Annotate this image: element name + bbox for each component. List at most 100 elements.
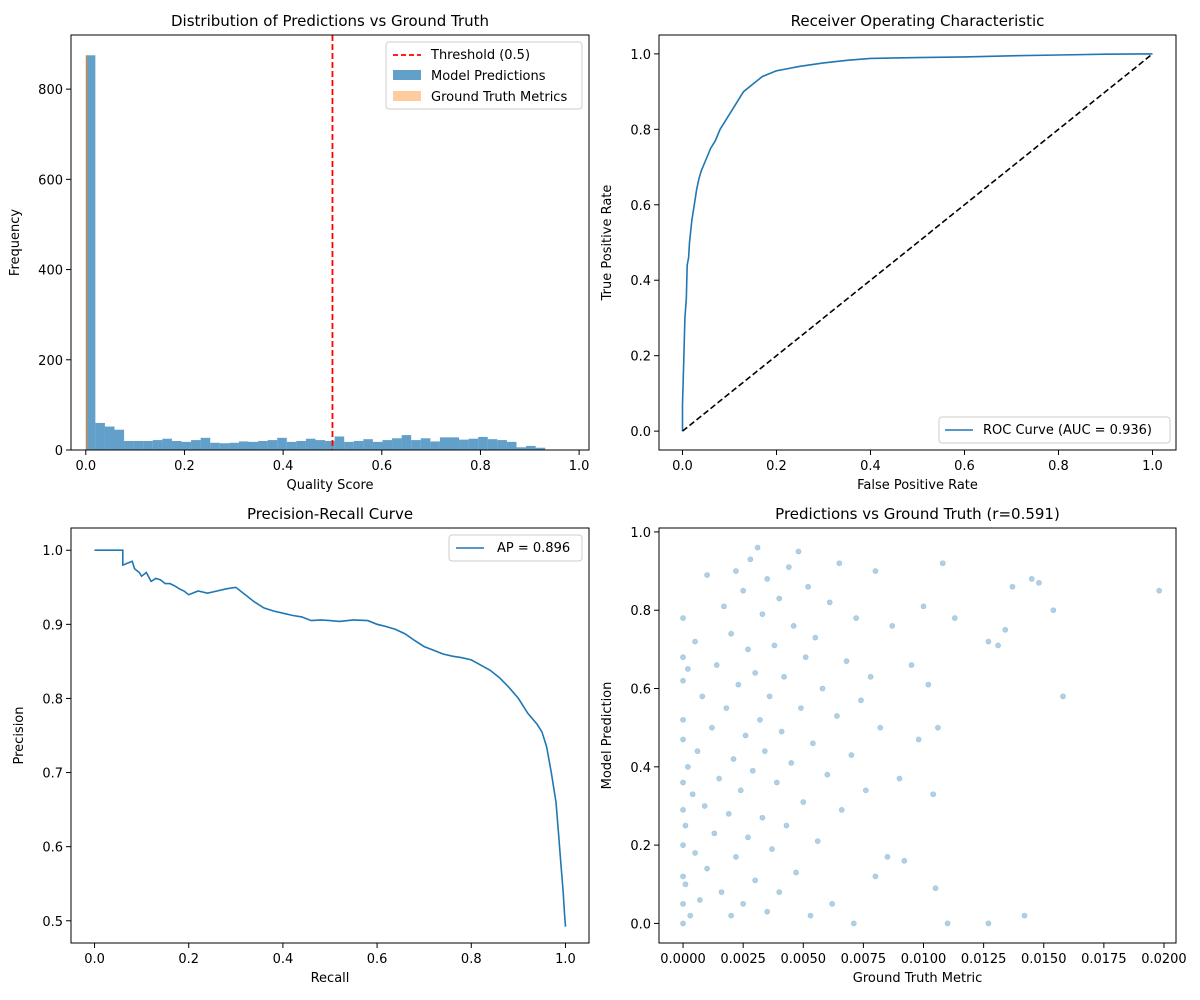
x-tick-label: 0.2: [178, 952, 199, 967]
scatter-point: [812, 634, 819, 641]
legend-box: [385, 41, 583, 110]
histogram-bar-predictions: [124, 440, 134, 450]
x-tick-label: 0.0: [75, 459, 96, 474]
scatter-point: [730, 756, 737, 762]
scatter-point: [680, 842, 686, 849]
scatter-point: [725, 810, 732, 817]
scatter-point: [872, 568, 879, 574]
scatter-point: [790, 622, 797, 629]
scatter-point: [805, 583, 811, 590]
scatter-point: [745, 834, 751, 841]
histogram-bar-predictions: [181, 441, 192, 450]
scatter-point: [692, 850, 698, 856]
scatter-point: [1002, 626, 1009, 633]
histogram-bar-predictions: [392, 438, 402, 450]
histogram-bar-predictions: [516, 447, 527, 450]
scatter-point: [769, 846, 775, 852]
histogram-bar-predictions: [210, 442, 220, 450]
scatter-point: [752, 877, 759, 884]
scatter-point: [1060, 693, 1066, 700]
histogram-bar-predictions: [497, 440, 507, 450]
scatter-point: [778, 728, 785, 735]
scatter-point: [915, 736, 922, 743]
x-tick-label: 0.0025: [720, 952, 766, 967]
scatter-point: [1028, 575, 1035, 582]
scatter-point: [930, 791, 937, 798]
scatter-point: [701, 803, 708, 809]
plot-frame: [658, 34, 1177, 451]
y-tick-label: 0.0: [630, 917, 651, 932]
legend-box: [938, 416, 1171, 444]
scatter-point: [785, 564, 792, 571]
y-tick-label: 1.0: [42, 544, 63, 559]
scatter-point: [723, 705, 730, 711]
x-tick-label: 0.0: [84, 952, 105, 967]
plot-frame: [658, 527, 1177, 944]
chart-title: Distribution of Predictions vs Ground Tr…: [171, 12, 489, 30]
scatter-point: [754, 544, 761, 551]
legend-label-predictions: Model Predictions: [431, 69, 546, 84]
scatter-point: [747, 556, 754, 563]
legend-label-roc: ROC Curve (AUC = 0.936): [983, 423, 1152, 438]
scatter-point: [766, 693, 773, 700]
scatter-point: [932, 885, 939, 892]
scatter-point: [735, 681, 742, 688]
scatter-point: [1009, 583, 1016, 590]
scatter-point: [692, 638, 698, 645]
scatter-point: [728, 630, 735, 637]
legend: AP = 0.896: [448, 534, 583, 562]
histogram-bar-predictions: [200, 437, 211, 450]
y-tick-label: 0.4: [630, 274, 651, 289]
scatter-point: [740, 900, 747, 907]
scatter-point: [699, 693, 706, 700]
scatter-point: [985, 638, 992, 645]
scatter-point: [939, 560, 946, 567]
x-tick-label: 0.4: [273, 952, 294, 967]
y-tick-label: 0.0: [630, 425, 651, 440]
scatter-point: [848, 752, 855, 758]
scatter-point: [889, 622, 896, 629]
x-tick-label: 0.4: [273, 459, 294, 474]
scatter-point: [716, 775, 723, 782]
scatter-point: [793, 869, 799, 876]
y-tick-label: 0.6: [630, 683, 651, 698]
scatter-point: [694, 748, 701, 755]
histogram-bar-predictions: [95, 422, 105, 450]
y-tick-label: 0.2: [630, 350, 651, 365]
scatter-point: [850, 920, 857, 927]
histogram-bar-predictions: [219, 443, 230, 450]
scatter-point: [740, 587, 747, 594]
scatter-point: [809, 740, 816, 747]
histogram-bar-predictions: [104, 426, 115, 450]
histogram-bar-predictions: [143, 440, 153, 450]
chart-title: Receiver Operating Characteristic: [791, 12, 1045, 30]
scatter-point: [742, 732, 749, 739]
y-axis-label: Precision: [12, 706, 27, 764]
scatter-point: [764, 575, 771, 582]
x-tick-label: 0.2: [766, 459, 787, 474]
scatter-point: [684, 763, 691, 770]
histogram-bar-predictions: [334, 436, 345, 450]
scatter-point: [985, 920, 992, 927]
precision-recall-panel: 0.0 0.2 0.4 0.6 0.8 1.0 0.5 0.6 0.7 0.8 0.9 1.0 Prec…: [12, 505, 590, 986]
histogram-bar-predictions: [411, 440, 421, 450]
histogram-bar-predictions: [162, 438, 172, 450]
scatter-point: [704, 865, 710, 872]
y-tick-label: 0.7: [42, 767, 63, 782]
scatter-point: [1050, 607, 1057, 614]
y-tick-label: 1.0: [630, 526, 651, 541]
y-axis-label: True Positive Rate: [600, 185, 615, 302]
scatter-point: [858, 697, 864, 704]
scatter-point: [680, 806, 686, 813]
scatter-point: [925, 681, 932, 688]
histogram-bar-predictions: [267, 440, 278, 450]
histogram-bar-predictions: [305, 438, 316, 450]
scatter-point: [951, 615, 958, 621]
scatter-panel: 0.0000 0.0025 0.0050 0.0075 0.0100 0.0125 0.01…: [600, 505, 1187, 986]
scatter-point: [867, 673, 874, 680]
x-axis-label: False Positive Rate: [857, 478, 978, 493]
scatter-point: [696, 897, 703, 903]
legend-swatch-predictions: [393, 70, 421, 80]
y-tick-label: 0.6: [630, 199, 651, 214]
scatter-point: [896, 775, 903, 782]
